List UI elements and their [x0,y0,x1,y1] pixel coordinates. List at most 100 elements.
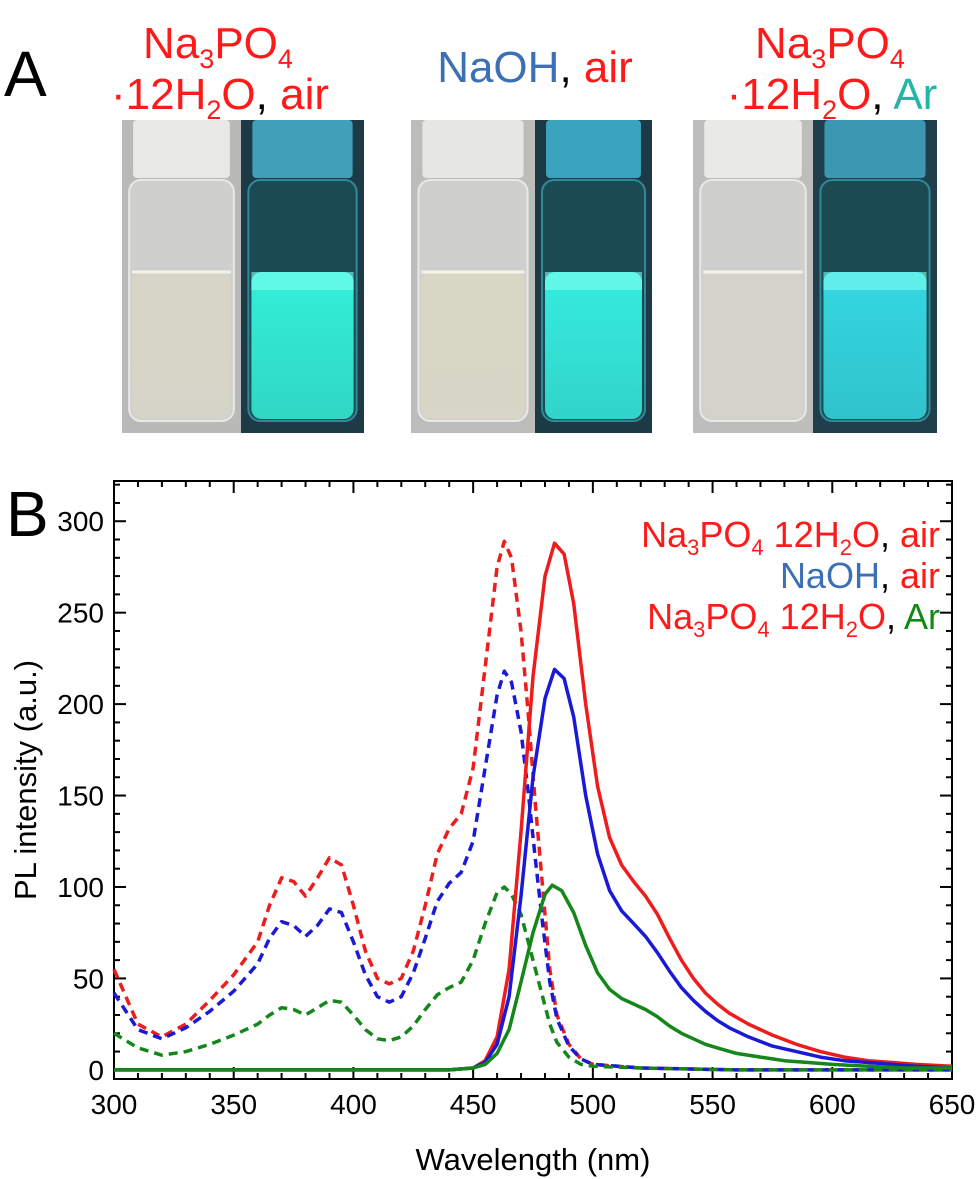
vial-photo-uv [535,120,652,433]
subscript-run: 4 [757,617,769,642]
tick-labels: 300 350 400 450 500 550 600 650 0 50 100 150 200 250 3… [57,506,975,1120]
vial-liquid [823,272,927,419]
y-tick-label: 100 [57,872,104,903]
text-run: Ar [893,70,937,119]
vial-photos [122,120,937,433]
text-run: , [256,70,280,119]
text-run: O [221,70,255,119]
panel-b: B 300 350 400 450 500 550 600 650 0 50 100 150 200 25… [6,478,975,1177]
vial-title: NaOH, air [437,43,633,92]
y-axis-label: PL intensity (a.u.) [8,660,43,900]
vial-photo-ambient [411,120,535,433]
subscript-run: 2 [840,535,852,560]
vial-liquid [421,272,525,419]
vial-title-line-2: ·12H2O, air [111,70,329,125]
text-run: air [900,514,940,555]
vial-photo-ambient [693,120,813,433]
excitation-curve-green [113,885,952,1072]
text-run: air [280,70,329,119]
panel-a-label: A [4,38,47,110]
emission-curve-red [114,541,953,1072]
y-tick-label: 150 [57,781,104,812]
text-run: 12H [764,514,840,555]
excitation-curve-blue [112,669,952,1072]
y-tick-label: 300 [57,506,104,537]
subscript-run: 2 [206,95,221,125]
x-tick-label: 350 [210,1089,257,1120]
text-run: air [584,43,633,92]
vial-title-line-2: ·12H2O, Ar [727,70,938,125]
text-run: PO [826,19,890,68]
text-run: Na [143,19,200,68]
plot-curves [112,539,953,1072]
subscript-run: 3 [693,617,705,642]
liquid-meniscus-glow [823,272,927,290]
text-run: NaOH [780,555,880,596]
liquid-meniscus-glow [251,272,354,290]
subscript-run: 3 [687,535,699,560]
vial-cap [133,120,230,178]
vial-liquid [545,272,642,419]
vial-cap [546,120,641,178]
text-run: O [858,596,886,637]
text-run: O [837,70,871,119]
legend-entry: Na3PO4 12H2O, Ar [647,596,940,642]
subscript-run: 3 [811,44,826,74]
y-tick-label: 0 [88,1055,104,1086]
text-run: ·12H [111,70,206,119]
x-tick-label: 650 [929,1089,976,1120]
emission-curve-green [114,883,952,1072]
x-tick-label: 400 [330,1089,377,1120]
vial-photo-ambient [122,120,241,433]
vial-photo-uv [241,120,364,433]
x-tick-label: 500 [569,1089,616,1120]
liquid-meniscus-glow [545,272,642,290]
text-run: Na [755,19,812,68]
vial-cap [252,120,353,178]
subscript-run: 4 [751,535,763,560]
text-run: PO [699,514,751,555]
x-tick-label: 300 [91,1089,138,1120]
text-run: , [886,596,904,637]
x-tick-label: 550 [689,1089,736,1120]
text-run: , [871,70,893,119]
text-run: 12H [770,596,846,637]
emission-curve-blue [114,667,953,1072]
x-tick-label: 450 [450,1089,497,1120]
text-run: Na [647,596,694,637]
vial-photo-uv [813,120,937,433]
subscript-run: 2 [822,95,837,125]
vial-liquid [251,272,354,419]
y-tick-label: 50 [73,963,104,994]
vial-liquid [132,272,231,419]
vial-cap [704,120,802,178]
panel-b-label: B [6,478,49,550]
text-run: Na [641,514,688,555]
vial-cap [422,120,524,178]
vial-liquid [703,272,803,419]
x-axis-label: Wavelength (nm) [416,1142,651,1177]
text-run: , [880,514,900,555]
legend-entry: Na3PO4 12H2O, air [641,514,940,560]
text-run: air [900,555,940,596]
legend-entry: NaOH, air [780,555,940,596]
text-run: Ar [904,596,940,637]
subscript-run: 4 [278,44,293,74]
text-run: , [880,555,900,596]
subscript-run: 4 [890,44,905,74]
text-run: PO [705,596,757,637]
text-run: O [852,514,880,555]
x-tick-label: 600 [809,1089,856,1120]
text-run: ·12H [727,70,822,119]
y-tick-label: 200 [57,689,104,720]
vial-cap [824,120,926,178]
y-tick-label: 250 [57,598,104,629]
text-run: , [559,43,583,92]
text-run: PO [214,19,278,68]
vial-title-line-1: Na3PO4 [143,19,293,74]
excitation-curve-red [112,539,952,1072]
